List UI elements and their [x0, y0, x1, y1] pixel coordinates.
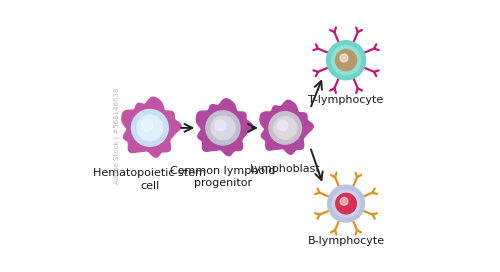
- Text: Hematopoietic stem
cell: Hematopoietic stem cell: [94, 168, 206, 191]
- Circle shape: [278, 120, 288, 131]
- Polygon shape: [260, 100, 313, 154]
- Circle shape: [332, 190, 359, 217]
- Circle shape: [326, 41, 366, 80]
- Circle shape: [211, 116, 235, 140]
- Circle shape: [206, 111, 240, 145]
- Text: Adobe Stock | #568146638: Adobe Stock | #568146638: [114, 88, 121, 184]
- Circle shape: [340, 197, 348, 205]
- Polygon shape: [196, 99, 252, 156]
- Circle shape: [137, 115, 163, 141]
- Circle shape: [340, 54, 348, 62]
- Circle shape: [269, 112, 302, 144]
- Circle shape: [328, 185, 364, 222]
- Text: Lymphoblast: Lymphoblast: [250, 164, 320, 174]
- Circle shape: [336, 193, 356, 214]
- Text: Common lymphoid
progenitor: Common lymphoid progenitor: [170, 166, 276, 188]
- Polygon shape: [122, 97, 181, 157]
- Circle shape: [336, 50, 356, 71]
- Text: B-lymphocyte: B-lymphocyte: [308, 236, 384, 246]
- Circle shape: [274, 116, 296, 139]
- Circle shape: [141, 119, 153, 131]
- Circle shape: [332, 46, 360, 75]
- Text: T-lymphocyte: T-lymphocyte: [308, 95, 384, 106]
- Circle shape: [132, 110, 168, 146]
- Circle shape: [215, 120, 226, 131]
